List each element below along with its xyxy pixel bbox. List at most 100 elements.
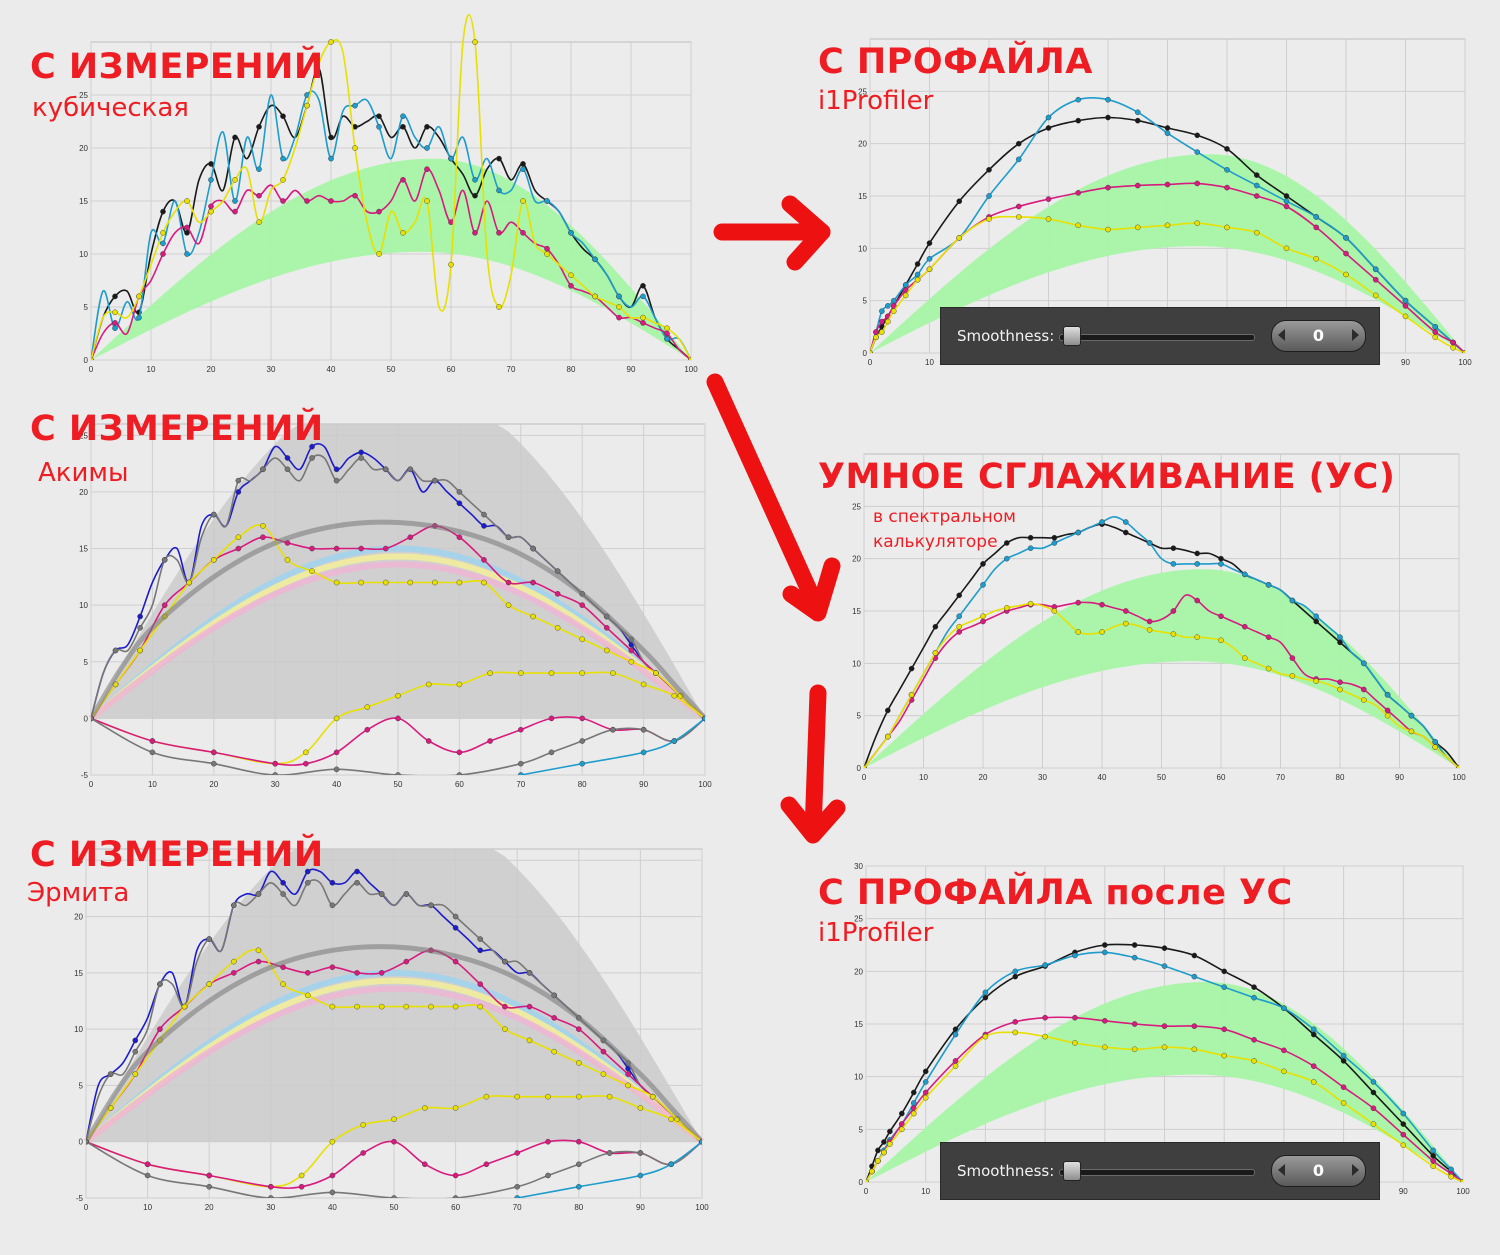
data-point [1105,96,1111,103]
data-point [579,715,586,722]
data-point [554,625,561,631]
data-point [1241,655,1248,661]
data-point [1340,1084,1347,1090]
x-tick-label: 10 [148,780,157,789]
data-point [1281,1005,1287,1011]
smoothness-slider-thumb[interactable] [1063,326,1081,346]
data-point [280,879,286,886]
data-point [333,579,340,586]
smoothness-slider-track[interactable] [1059,1169,1255,1176]
data-point [483,1093,490,1100]
y-tick-label: 5 [84,303,89,312]
x-tick-label: 100 [695,1203,709,1212]
data-point [400,124,406,130]
smoothness-slider-thumb[interactable] [1063,1161,1081,1181]
data-point [267,1183,274,1190]
data-point [1310,1063,1317,1069]
data-point [671,692,678,699]
data-point [879,318,885,325]
y-tick-label: 25 [74,856,83,865]
data-point [378,1003,385,1010]
data-point [456,489,463,495]
chevron-left-icon[interactable] [1278,1164,1285,1176]
data-point [1221,1026,1228,1033]
data-point [530,613,536,620]
data-point [456,534,463,541]
data-point [184,251,190,257]
series-line-cyan [864,515,1459,768]
data-point [1372,276,1379,283]
data-point [1027,545,1034,551]
smoothness-stepper[interactable]: 0 [1271,320,1366,352]
data-point [456,681,463,688]
x-tick-label: 40 [328,1203,337,1212]
data-point [354,1003,360,1010]
chevron-left-icon[interactable] [1278,329,1285,341]
data-point [1460,1179,1463,1182]
x-tick-label: 0 [89,780,94,789]
data-point [1313,255,1320,262]
data-point [1360,660,1367,667]
data-point [1281,1047,1287,1054]
data-point [1194,149,1201,155]
series-group [86,868,702,1198]
x-tick-label: 90 [1401,358,1410,367]
data-point [544,198,550,204]
data-point [1283,245,1290,252]
data-point [137,625,143,631]
data-point [1161,945,1168,951]
data-point [256,124,262,130]
data-point [1289,655,1296,661]
data-point [668,1161,675,1168]
data-point [112,320,118,326]
data-point [421,1161,428,1168]
data-point [407,466,414,473]
data-point [980,618,986,625]
data-point [671,738,678,744]
data-point [328,134,334,141]
data-point [1105,114,1111,121]
data-point [149,749,156,756]
data-point [496,304,502,310]
data-point [702,715,705,722]
data-point [333,545,340,552]
data-point [309,545,315,552]
data-point [1253,193,1260,199]
data-point [637,1172,644,1179]
data-point [1343,271,1349,278]
y-tick-label: -5 [81,771,89,780]
data-point [1170,608,1177,614]
data-point [1432,744,1439,750]
data-point [329,1172,336,1179]
smoothness-stepper[interactable]: 0 [1271,1155,1366,1187]
data-point [1265,634,1272,640]
data-point [637,1105,644,1111]
data-point [231,902,237,909]
data-point [526,1037,533,1044]
data-point [625,1071,631,1077]
data-point [424,166,430,172]
data-point [1430,1152,1436,1159]
smoothness-slider-track[interactable] [1059,334,1255,341]
data-point [403,891,410,897]
data-point [378,970,385,976]
data-point [1370,1121,1377,1127]
chevron-right-icon[interactable] [1352,1164,1359,1176]
data-point [136,293,142,300]
data-point [255,947,262,954]
data-point [926,240,933,246]
data-point [520,198,526,204]
data-point [1430,1163,1436,1170]
x-tick-label: 0 [84,1203,89,1212]
data-point [358,545,364,552]
data-point [603,647,610,654]
data-point [483,1161,490,1168]
data-point [873,334,879,341]
data-point [1122,519,1129,525]
data-point [1400,1142,1407,1148]
data-point [980,582,986,588]
y-tick-label: 20 [79,488,88,497]
chevron-right-icon[interactable] [1352,329,1359,341]
y-tick-label: 25 [854,915,863,924]
